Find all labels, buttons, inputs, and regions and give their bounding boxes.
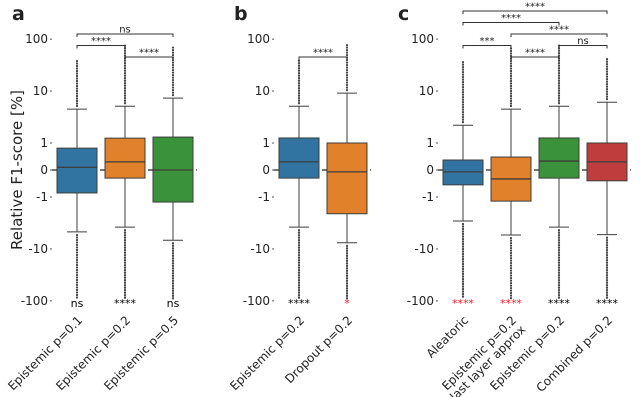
bracket-label: **** bbox=[525, 48, 545, 59]
bracket-label: **** bbox=[549, 25, 569, 36]
y-tick-label: 10 bbox=[419, 84, 434, 98]
box-group bbox=[490, 46, 532, 300]
panel-letter: a bbox=[12, 3, 25, 25]
y-tick-label: 10 bbox=[33, 84, 48, 98]
y-tick-label: -1 bbox=[36, 190, 48, 204]
bracket-label: **** bbox=[91, 36, 111, 47]
y-tick-label: -100 bbox=[21, 294, 48, 308]
y-tick-label: 1 bbox=[426, 136, 434, 150]
bracket-label: ns bbox=[119, 25, 131, 36]
y-tick-label: -100 bbox=[243, 294, 270, 308]
y-tick-label: 1 bbox=[40, 136, 48, 150]
significance-label: ns bbox=[71, 297, 84, 310]
bracket-label: **** bbox=[501, 13, 521, 24]
significance-label: **** bbox=[596, 297, 619, 310]
box bbox=[104, 137, 146, 179]
y-tick-label: 0 bbox=[262, 163, 270, 177]
y-tick-label: -10 bbox=[250, 242, 270, 256]
bracket-label: **** bbox=[139, 48, 159, 59]
box bbox=[56, 147, 98, 194]
x-tick-label: Aleatoric bbox=[424, 313, 472, 361]
box-group bbox=[104, 44, 146, 300]
bracket bbox=[462, 10, 608, 14]
box-group bbox=[152, 44, 194, 300]
bracket-label: **** bbox=[313, 48, 333, 59]
bracket bbox=[76, 45, 126, 49]
significance-label: **** bbox=[548, 297, 571, 310]
box bbox=[538, 137, 580, 179]
y-tick-label: 100 bbox=[247, 32, 270, 46]
box bbox=[278, 137, 320, 179]
bracket-label: ns bbox=[577, 36, 589, 47]
significance-label: **** bbox=[114, 297, 137, 310]
significance-label: ns bbox=[167, 297, 180, 310]
bracket bbox=[558, 45, 608, 49]
bracket bbox=[298, 56, 348, 60]
y-tick-label: -10 bbox=[28, 242, 48, 256]
bracket-label: **** bbox=[525, 2, 545, 13]
y-tick-label: 1 bbox=[262, 136, 270, 150]
box-group bbox=[586, 57, 628, 300]
significance-label: **** bbox=[500, 297, 523, 310]
y-axis-label: Relative F1-score [%] bbox=[8, 90, 26, 250]
bracket bbox=[462, 22, 560, 26]
box-group bbox=[442, 59, 484, 300]
y-tick-label: -100 bbox=[407, 294, 434, 308]
significance-label: **** bbox=[452, 297, 475, 310]
bracket bbox=[76, 33, 174, 37]
y-tick-label: 0 bbox=[426, 163, 434, 177]
x-tick-label-line: Aleatoric bbox=[424, 313, 472, 361]
bracket bbox=[124, 56, 174, 60]
box-group bbox=[278, 59, 320, 300]
y-tick-label: -1 bbox=[258, 190, 270, 204]
panel-letter: c bbox=[398, 3, 409, 25]
significance-label: **** bbox=[288, 297, 311, 310]
bracket bbox=[462, 45, 512, 49]
panel-letter: b bbox=[234, 3, 248, 25]
y-tick-label: 10 bbox=[255, 84, 270, 98]
bracket-label: *** bbox=[480, 36, 495, 47]
y-tick-label: 100 bbox=[25, 32, 48, 46]
box-group bbox=[538, 44, 580, 300]
box bbox=[326, 142, 368, 215]
box-group bbox=[326, 41, 368, 301]
box-group bbox=[56, 59, 98, 300]
y-tick-label: -1 bbox=[422, 190, 434, 204]
significance-label: * bbox=[344, 297, 350, 310]
y-tick-label: 0 bbox=[40, 163, 48, 177]
y-tick-label: 100 bbox=[411, 32, 434, 46]
bracket bbox=[510, 33, 608, 37]
y-tick-label: -10 bbox=[414, 242, 434, 256]
bracket bbox=[510, 56, 560, 60]
